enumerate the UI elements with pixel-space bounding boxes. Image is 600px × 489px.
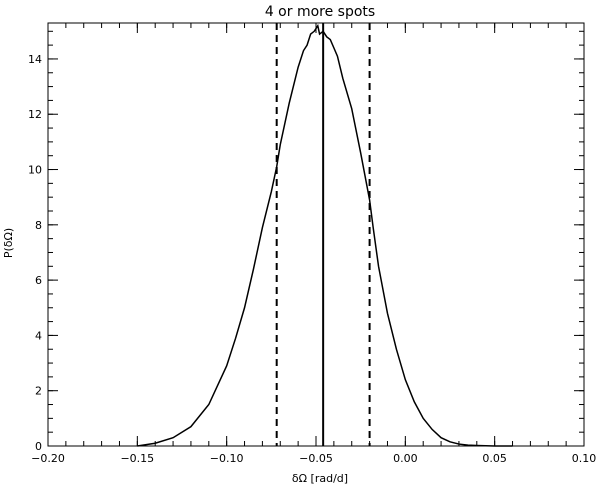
y-tick-label: 6 — [35, 274, 42, 287]
x-tick-label: 0.05 — [482, 452, 507, 465]
y-axis-label: P(δΩ) — [2, 228, 15, 258]
y-tick-label: 4 — [35, 329, 42, 342]
y-tick-label: 14 — [28, 53, 42, 66]
x-tick-label: 0.00 — [393, 452, 418, 465]
y-tick-label: 2 — [35, 385, 42, 398]
y-tick-label: 12 — [28, 108, 42, 121]
y-tick-label: 8 — [35, 219, 42, 232]
chart-title: 4 or more spots — [265, 4, 375, 20]
plot-frame — [47, 22, 585, 447]
x-axis-label: δΩ [rad/d] — [292, 472, 348, 485]
y-tick-label: 10 — [28, 164, 42, 177]
x-tick-label: −0.15 — [120, 452, 154, 465]
plot-area: −0.20 −0.15 −0.10 −0.05 0.00 0.05 0.10 0 2 4 6 8 10 1… — [28, 22, 597, 465]
distribution-curve — [137, 23, 513, 447]
x-tick-label: −0.20 — [31, 452, 65, 465]
x-tick-label: −0.05 — [299, 452, 333, 465]
y-tick-label: 0 — [35, 440, 42, 453]
x-tick-label: −0.10 — [210, 452, 244, 465]
x-tick-label: 0.10 — [572, 452, 597, 465]
